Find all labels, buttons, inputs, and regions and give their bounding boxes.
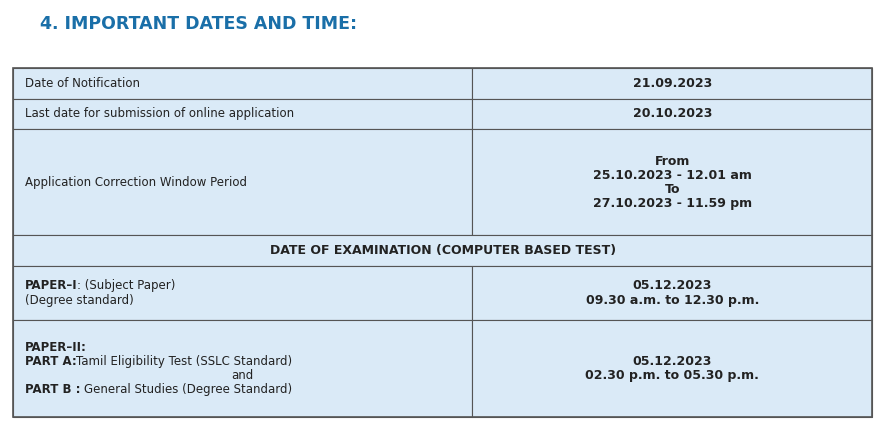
Text: 05.12.2023: 05.12.2023 (633, 279, 712, 292)
Text: 20.10.2023: 20.10.2023 (633, 107, 712, 120)
Text: 25.10.2023 - 12.01 am: 25.10.2023 - 12.01 am (593, 169, 751, 181)
Bar (472, 129, 872, 235)
Text: PART A:: PART A: (25, 355, 77, 368)
Bar (13, 99, 472, 129)
Text: DATE OF EXAMINATION (COMPUTER BASED TEST): DATE OF EXAMINATION (COMPUTER BASED TEST… (270, 244, 615, 257)
Text: 05.12.2023: 05.12.2023 (633, 355, 712, 368)
Text: 09.30 a.m. to 12.30 p.m.: 09.30 a.m. to 12.30 p.m. (585, 294, 759, 306)
Bar (13, 266, 472, 320)
Text: 21.09.2023: 21.09.2023 (633, 77, 712, 90)
Bar (472, 68, 872, 99)
Text: 4. IMPORTANT DATES AND TIME:: 4. IMPORTANT DATES AND TIME: (40, 15, 357, 33)
Text: PART B :: PART B : (25, 383, 85, 396)
Bar (472, 266, 872, 320)
Text: PAPER–I: PAPER–I (25, 279, 78, 292)
Text: Date of Notification: Date of Notification (25, 77, 140, 90)
Text: General Studies (Degree Standard): General Studies (Degree Standard) (85, 383, 292, 396)
Text: and: and (231, 369, 254, 382)
Text: Tamil Eligibility Test (SSLC Standard): Tamil Eligibility Test (SSLC Standard) (77, 355, 292, 368)
Text: From: From (654, 155, 691, 167)
Text: PAPER–II:: PAPER–II: (25, 341, 87, 354)
Bar (472, 99, 872, 129)
Bar (13, 235, 872, 266)
Bar (13, 68, 472, 99)
Text: 02.30 p.m. to 05.30 p.m.: 02.30 p.m. to 05.30 p.m. (585, 369, 759, 382)
Bar (13, 68, 872, 417)
Text: : (Subject Paper): : (Subject Paper) (78, 279, 176, 292)
Text: Application Correction Window Period: Application Correction Window Period (25, 176, 246, 189)
Bar (472, 320, 872, 417)
Text: 27.10.2023 - 11.59 pm: 27.10.2023 - 11.59 pm (592, 197, 752, 210)
Bar (13, 320, 472, 417)
Bar (13, 129, 472, 235)
Text: Last date for submission of online application: Last date for submission of online appli… (25, 107, 294, 120)
Text: (Degree standard): (Degree standard) (25, 294, 133, 306)
Text: To: To (665, 183, 680, 196)
